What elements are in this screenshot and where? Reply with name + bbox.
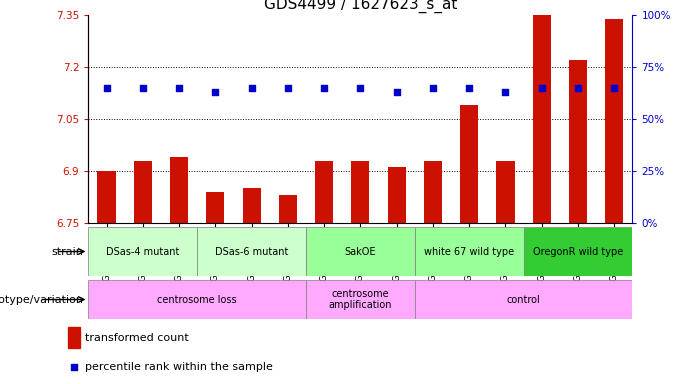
- Bar: [415, 227, 451, 276]
- Bar: [161, 227, 197, 276]
- Text: strain: strain: [51, 247, 83, 257]
- Point: [282, 85, 293, 91]
- Point: [573, 85, 583, 91]
- Bar: [488, 227, 524, 276]
- Point: [173, 85, 184, 91]
- Text: centrosome
amplification: centrosome amplification: [328, 289, 392, 310]
- Bar: [415, 280, 632, 319]
- Point: [500, 89, 511, 95]
- Bar: [233, 227, 270, 276]
- Bar: [206, 192, 224, 223]
- Bar: [424, 161, 442, 223]
- Text: genotype/variation: genotype/variation: [0, 295, 83, 305]
- Text: white 67 wild type: white 67 wild type: [424, 247, 514, 257]
- Bar: [415, 227, 524, 276]
- Bar: [352, 161, 369, 223]
- Point: [464, 85, 475, 91]
- Bar: [342, 227, 379, 276]
- Bar: [197, 227, 233, 276]
- Point: [69, 364, 80, 371]
- Bar: [306, 227, 342, 276]
- Point: [210, 89, 221, 95]
- Point: [537, 85, 547, 91]
- Bar: [270, 227, 306, 276]
- Bar: [532, 15, 551, 223]
- Bar: [124, 227, 161, 276]
- Bar: [306, 280, 415, 319]
- Bar: [279, 195, 297, 223]
- Bar: [97, 171, 116, 223]
- Bar: [560, 227, 596, 276]
- Title: GDS4499 / 1627623_s_at: GDS4499 / 1627623_s_at: [264, 0, 457, 13]
- Text: OregonR wild type: OregonR wild type: [533, 247, 623, 257]
- Point: [428, 85, 439, 91]
- Point: [355, 85, 366, 91]
- Bar: [524, 227, 560, 276]
- Bar: [569, 60, 587, 223]
- Bar: [243, 188, 260, 223]
- Bar: [388, 167, 406, 223]
- Bar: [524, 227, 632, 276]
- Bar: [496, 161, 515, 223]
- Bar: [605, 19, 624, 223]
- Bar: [88, 227, 197, 276]
- Text: control: control: [507, 295, 541, 305]
- Bar: [315, 161, 333, 223]
- Point: [137, 85, 148, 91]
- Bar: [379, 227, 415, 276]
- Bar: [451, 227, 488, 276]
- Text: percentile rank within the sample: percentile rank within the sample: [85, 362, 273, 372]
- Text: transformed count: transformed count: [85, 333, 189, 343]
- Bar: [134, 161, 152, 223]
- Point: [609, 85, 619, 91]
- Bar: [460, 105, 478, 223]
- Text: DSas-4 mutant: DSas-4 mutant: [106, 247, 180, 257]
- Text: DSas-6 mutant: DSas-6 mutant: [215, 247, 288, 257]
- Point: [101, 85, 112, 91]
- Text: SakOE: SakOE: [345, 247, 376, 257]
- Bar: [306, 227, 415, 276]
- Bar: [88, 227, 124, 276]
- Bar: [170, 157, 188, 223]
- Bar: [596, 227, 632, 276]
- Bar: [68, 326, 80, 349]
- Point: [319, 85, 330, 91]
- Bar: [88, 280, 306, 319]
- Text: centrosome loss: centrosome loss: [157, 295, 237, 305]
- Bar: [197, 227, 306, 276]
- Point: [246, 85, 257, 91]
- Point: [391, 89, 402, 95]
